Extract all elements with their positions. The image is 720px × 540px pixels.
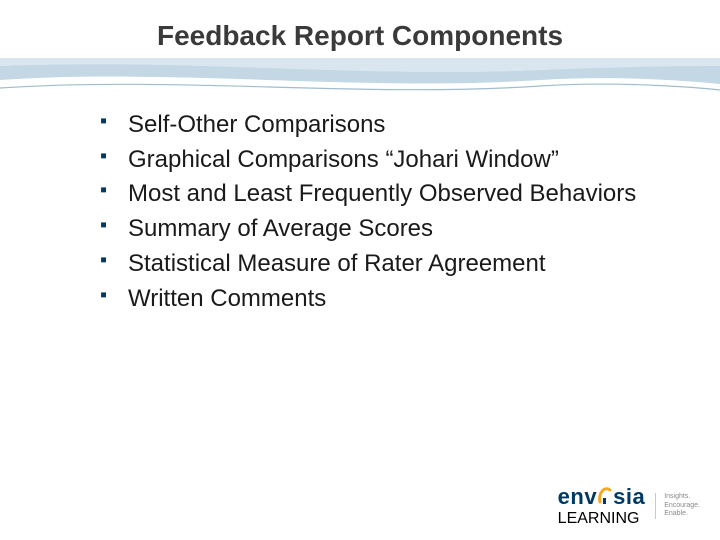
- logo-subtext: LEARNING: [558, 510, 640, 528]
- wave-decoration: [0, 58, 720, 100]
- footer: env sia LEARNING Insights. Encourage. En…: [558, 484, 700, 528]
- content-area: Self-Other Comparisons Graphical Comparis…: [100, 110, 640, 318]
- logo-prefix: env: [558, 484, 597, 510]
- tagline-line-3: Enable.: [664, 510, 700, 518]
- tagline-line-1: Insights.: [664, 493, 700, 501]
- header: Feedback Report Components: [0, 0, 720, 100]
- bullet-item: Written Comments: [100, 284, 640, 315]
- logo-suffix: sia: [613, 484, 645, 510]
- slide: Feedback Report Components Self-Other Co…: [0, 0, 720, 540]
- wave-line: [0, 84, 720, 90]
- logo-wordmark: env sia: [558, 484, 646, 510]
- logo-arc-icon: [598, 484, 612, 509]
- bullet-item: Statistical Measure of Rater Agreement: [100, 249, 640, 280]
- bullet-item: Graphical Comparisons “Johari Window”: [100, 145, 640, 176]
- tagline-line-2: Encourage.: [664, 502, 700, 510]
- bullet-list: Self-Other Comparisons Graphical Comparis…: [100, 110, 640, 314]
- tagline: Insights. Encourage. Enable.: [655, 493, 700, 518]
- bullet-item: Summary of Average Scores: [100, 214, 640, 245]
- logo: env sia LEARNING: [558, 484, 646, 528]
- bullet-item: Self-Other Comparisons: [100, 110, 640, 141]
- bullet-item: Most and Least Frequently Observed Behav…: [100, 179, 640, 210]
- slide-title: Feedback Report Components: [0, 20, 720, 52]
